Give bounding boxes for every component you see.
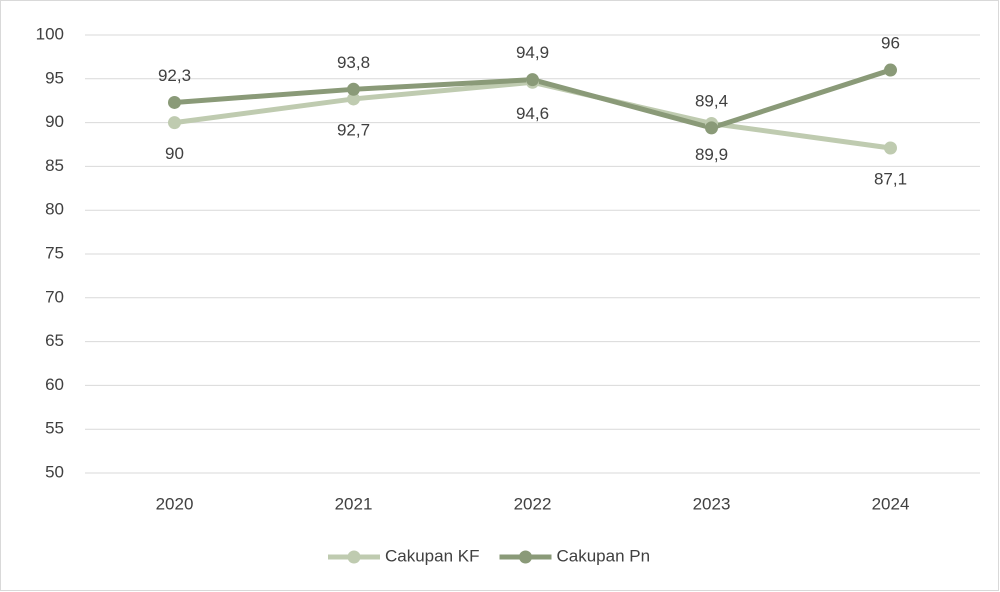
data-label: 92,7 (337, 120, 370, 139)
series-marker (347, 82, 360, 96)
y-tick-label: 80 (45, 200, 64, 219)
series-marker (347, 92, 360, 106)
data-label: 87,1 (874, 169, 907, 188)
legend-marker (519, 550, 532, 564)
series-marker (526, 73, 539, 87)
y-tick-label: 95 (45, 68, 64, 87)
y-tick-label: 60 (45, 375, 64, 394)
series-marker (884, 141, 897, 155)
y-tick-label: 90 (45, 112, 64, 131)
x-tick-label: 2020 (156, 494, 194, 513)
y-tick-label: 65 (45, 331, 64, 350)
data-label: 94,6 (516, 104, 549, 123)
y-tick-label: 100 (36, 24, 64, 43)
series-marker (884, 63, 897, 77)
data-label: 92,3 (158, 66, 191, 85)
x-tick-label: 2021 (335, 494, 373, 513)
data-label: 94,9 (516, 43, 549, 62)
x-tick-label: 2023 (693, 494, 731, 513)
series-marker (705, 121, 718, 135)
legend-label: Cakupan Pn (557, 546, 651, 565)
legend-marker (347, 550, 361, 564)
data-label: 93,8 (337, 53, 370, 72)
legend-label: Cakupan KF (385, 546, 480, 565)
data-label: 90 (165, 144, 184, 163)
y-tick-label: 85 (45, 156, 64, 175)
x-tick-label: 2024 (872, 494, 910, 513)
data-label: 89,4 (695, 91, 728, 110)
y-tick-label: 70 (45, 287, 64, 306)
data-label: 96 (881, 34, 900, 53)
series-marker (168, 116, 181, 130)
y-tick-label: 55 (45, 419, 64, 438)
y-tick-label: 75 (45, 243, 64, 262)
y-tick-label: 50 (45, 462, 64, 481)
x-tick-label: 2022 (514, 494, 552, 513)
data-label: 89,9 (695, 145, 728, 164)
series-marker (168, 95, 181, 109)
